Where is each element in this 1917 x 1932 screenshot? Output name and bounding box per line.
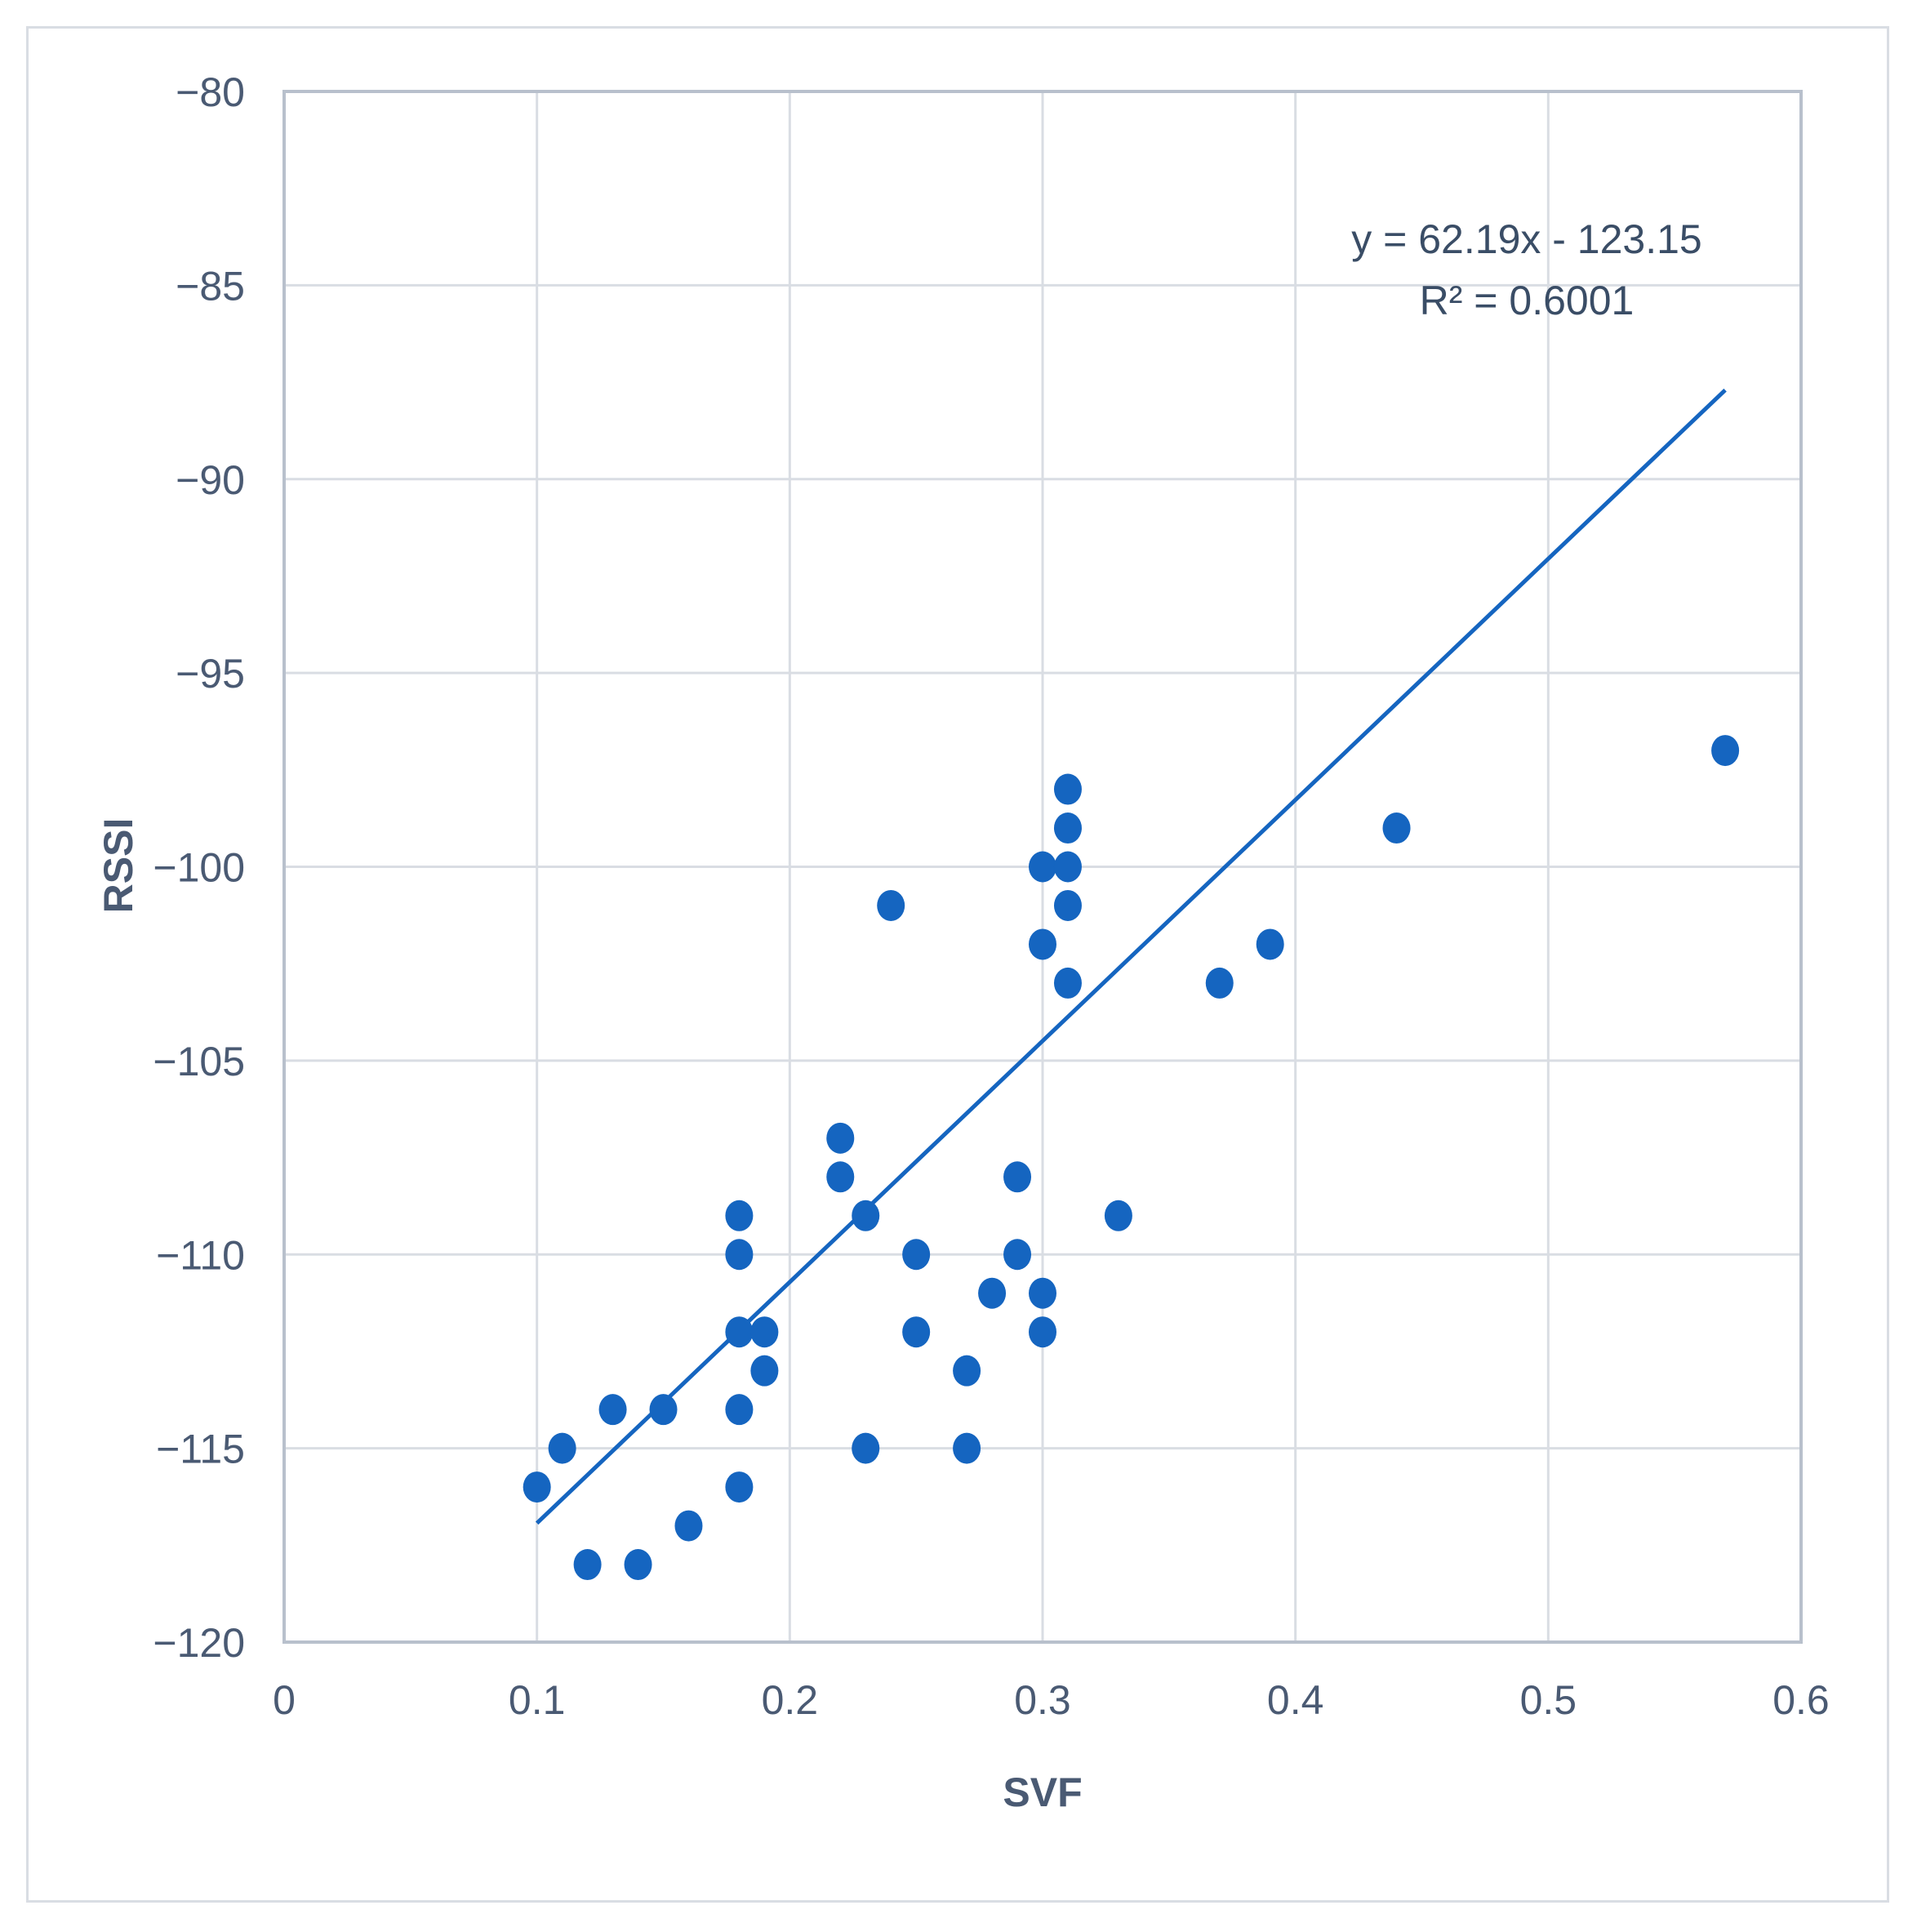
x-tick-label: 0.3 <box>1014 1677 1071 1723</box>
data-point <box>1053 889 1082 921</box>
data-point <box>852 1200 880 1231</box>
data-point <box>1029 851 1056 883</box>
data-point <box>1053 851 1082 883</box>
y-axis-title: RSSI <box>96 818 141 914</box>
trendline-equation: y = 62.19x - 123.15 <box>1351 216 1701 262</box>
data-point <box>902 1239 931 1271</box>
data-point <box>1003 1161 1032 1193</box>
data-point <box>548 1432 576 1464</box>
trendline-r-squared: R² = 0.6001 <box>1420 278 1635 323</box>
data-point <box>953 1355 981 1387</box>
data-point <box>1003 1239 1032 1271</box>
y-axis-tick-labels: −80 −85 −90 −95 −100 −105 −110 −115 −120 <box>153 69 245 1666</box>
data-point <box>725 1394 754 1426</box>
data-point <box>1029 1277 1056 1309</box>
y-tick-label: −100 <box>153 845 245 891</box>
data-point <box>1256 928 1284 960</box>
y-tick-label: −85 <box>176 263 245 309</box>
y-tick-label: −90 <box>176 457 245 503</box>
data-point <box>725 1200 754 1231</box>
data-point <box>826 1161 855 1193</box>
data-point <box>1382 812 1411 844</box>
chart-frame <box>26 26 1889 1903</box>
data-point <box>674 1510 703 1542</box>
data-point <box>902 1316 931 1348</box>
data-point <box>649 1394 678 1426</box>
x-tick-label: 0.2 <box>762 1677 819 1723</box>
plot-area-border <box>282 90 1803 1644</box>
x-tick-label: 0.6 <box>1772 1677 1830 1723</box>
x-tick-label: 0.5 <box>1520 1677 1577 1723</box>
data-points <box>523 735 1740 1581</box>
data-point <box>877 889 905 921</box>
data-point <box>523 1471 551 1503</box>
data-point <box>725 1316 754 1348</box>
data-point <box>953 1432 981 1464</box>
y-tick-label: −80 <box>176 69 245 115</box>
data-point <box>852 1432 880 1464</box>
linear-trendline <box>535 388 1727 1525</box>
x-tick-label: 0.4 <box>1267 1677 1324 1723</box>
data-point <box>1104 1200 1132 1231</box>
data-point <box>1711 735 1740 767</box>
x-axis-tick-labels: 0 0.1 0.2 0.3 0.4 0.5 0.6 <box>273 1677 1830 1723</box>
x-tick-label: 0.1 <box>509 1677 566 1723</box>
data-point <box>624 1549 652 1581</box>
data-point <box>826 1122 855 1154</box>
x-tick-label: 0 <box>273 1677 296 1723</box>
data-point <box>725 1239 754 1271</box>
data-point <box>1029 1316 1056 1348</box>
data-point <box>1205 967 1234 999</box>
data-point <box>750 1316 779 1348</box>
data-point <box>1053 812 1082 844</box>
data-point <box>598 1394 627 1426</box>
data-point <box>978 1277 1007 1309</box>
y-tick-label: −105 <box>153 1039 245 1084</box>
data-point <box>750 1355 779 1387</box>
data-point <box>573 1549 602 1581</box>
trendline-layer <box>535 388 1727 1525</box>
y-tick-label: −95 <box>176 651 245 697</box>
y-tick-label: −110 <box>156 1232 245 1278</box>
data-point <box>1029 928 1056 960</box>
data-point <box>1053 967 1082 999</box>
y-tick-label: −120 <box>153 1620 245 1666</box>
x-axis-title: SVF <box>1003 1770 1082 1815</box>
data-point <box>1053 773 1082 805</box>
y-tick-label: −115 <box>156 1427 245 1472</box>
data-point <box>725 1471 754 1503</box>
